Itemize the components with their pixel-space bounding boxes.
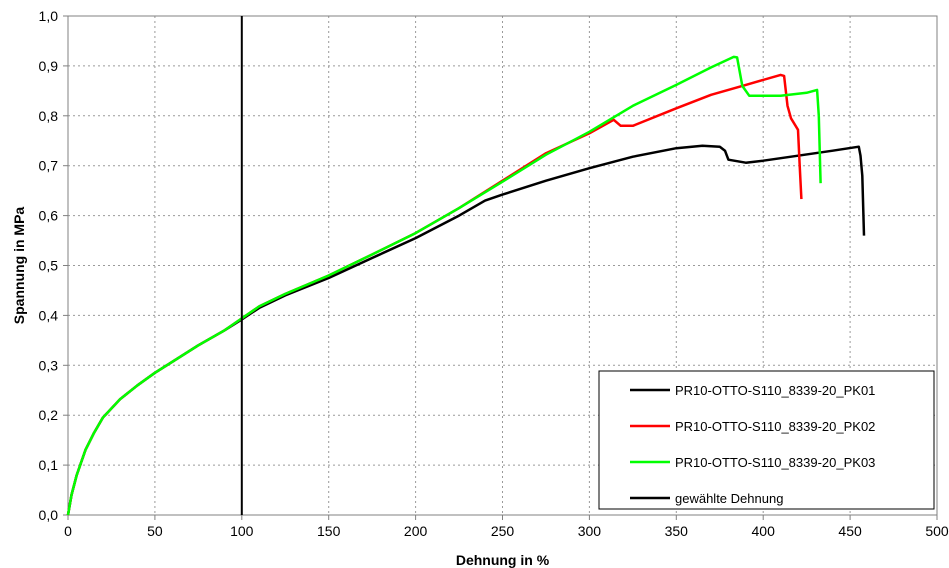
axes: 0 50 100 150 200 250 300 350 400 450 500 0,0 0,1 0,2 0…: [39, 8, 949, 539]
series-lines: [66, 55, 866, 516]
y-tick-label: 1,0: [39, 8, 59, 24]
x-tick-label: 50: [147, 523, 163, 539]
x-tick-label: 150: [317, 523, 341, 539]
x-tick-label: 200: [404, 523, 428, 539]
legend: PR10-OTTO-S110_8339-20_PK01 PR10-OTTO-S11…: [598, 370, 935, 510]
y-tick-label: 0,3: [39, 357, 59, 373]
x-tick-label: 400: [752, 523, 776, 539]
y-tick-label: 0,9: [39, 58, 59, 74]
y-tick-label: 0,4: [39, 307, 59, 323]
x-tick-label: 100: [230, 523, 254, 539]
y-tick-label: 0,0: [39, 507, 59, 523]
x-tick-label: 0: [64, 523, 72, 539]
legend-label: PR10-OTTO-S110_8339-20_PK03: [675, 455, 875, 470]
x-tick-label: 450: [838, 523, 862, 539]
x-tick-label: 250: [491, 523, 515, 539]
y-tick-label: 0,2: [39, 407, 59, 423]
series-line-3: [66, 55, 822, 516]
y-tick-label: 0,6: [39, 208, 59, 224]
legend-label: gewählte Dehnung: [675, 491, 783, 506]
x-tick-label: 500: [925, 523, 949, 539]
legend-label: PR10-OTTO-S110_8339-20_PK01: [675, 383, 875, 398]
y-tick-label: 0,5: [39, 258, 59, 274]
x-tick-label: 300: [578, 523, 602, 539]
y-tick-label: 0,8: [39, 108, 59, 124]
legend-box: [598, 370, 935, 510]
y-tick-label: 0,7: [39, 158, 59, 174]
y-axis-title: Spannung in MPa: [11, 207, 27, 325]
y-tick-label: 0,1: [39, 457, 59, 473]
x-tick-label: 350: [665, 523, 689, 539]
x-axis-title: Dehnung in %: [456, 552, 550, 568]
legend-label: PR10-OTTO-S110_8339-20_PK02: [675, 419, 875, 434]
